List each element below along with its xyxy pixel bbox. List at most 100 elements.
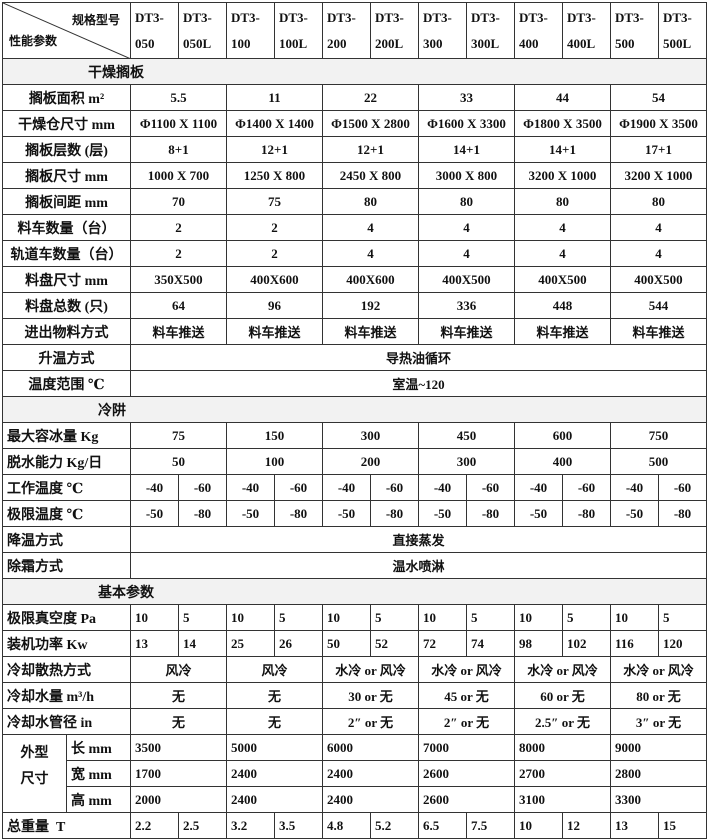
model-header-cell: DT3- 100L	[274, 2, 323, 59]
value-cell: 3100	[514, 786, 611, 813]
value-cell: 300	[322, 422, 419, 449]
model-code: 100L	[279, 35, 308, 51]
value-cell: 350X500	[130, 266, 227, 293]
model-code: 300L	[471, 35, 500, 51]
row-label: 料盘尺寸 mm	[2, 266, 131, 293]
table-row: 搁板尺寸 mm 1000 X 700 1250 X 800 2450 X 800 300…	[2, 162, 707, 189]
value-cell: Φ1400 X 1400	[226, 110, 323, 137]
section-title: 冷阱	[2, 396, 707, 423]
value-cell: -40	[610, 474, 659, 501]
value-cell: 70	[130, 188, 227, 215]
row-label: 轨道车数量（台）	[2, 240, 131, 267]
model-prefix: DT3-	[231, 9, 260, 25]
value-cell: 5	[658, 604, 707, 631]
value-cell: 3200 X 1000	[610, 162, 707, 189]
model-code: 500L	[663, 35, 692, 51]
value-cell: 150	[226, 422, 323, 449]
table-row: 料盘尺寸 mm 350X500 400X600 400X600 400X500 400X5…	[2, 266, 707, 293]
model-header-cell: DT3- 400L	[562, 2, 611, 59]
value-cell: 料车推送	[514, 318, 611, 345]
model-code: 400L	[567, 35, 596, 51]
value-cell: Φ1500 X 2800	[322, 110, 419, 137]
value-cell: 3300	[610, 786, 707, 813]
model-prefix: DT3-	[663, 9, 692, 25]
value-cell: -40	[322, 474, 371, 501]
table-row: 料车数量（台） 2 2 4 4 4 4	[2, 214, 707, 241]
table-row: 温度范围 ℃ 室温~120	[2, 370, 707, 397]
value-cell: 4	[322, 214, 419, 241]
value-cell: 3000 X 800	[418, 162, 515, 189]
value-cell: 2400	[226, 786, 323, 813]
row-label: 装机功率 Kw	[2, 630, 131, 657]
value-cell: 102	[562, 630, 611, 657]
value-cell: -60	[274, 474, 323, 501]
value-cell: 风冷	[226, 656, 323, 683]
value-cell: 1000 X 700	[130, 162, 227, 189]
value-cell: 2	[130, 214, 227, 241]
table-row: 升温方式 导热油循环	[2, 344, 707, 371]
value-cell: 600	[514, 422, 611, 449]
dimension-row: 宽 mm 1700 2400 2400 2600 2700 2800	[3, 760, 707, 787]
value-cell: 44	[514, 84, 611, 111]
model-prefix: DT3-	[135, 9, 164, 25]
corner-bottom-label: 性能参数	[9, 34, 58, 48]
row-label: 升温方式	[2, 344, 131, 371]
value-cell: 直接蒸发	[130, 526, 707, 553]
value-cell: 80	[514, 188, 611, 215]
value-cell: 15	[658, 812, 707, 839]
row-label: 除霜方式	[2, 552, 131, 579]
value-cell: Φ1100 X 1100	[130, 110, 227, 137]
value-cell: 4	[418, 214, 515, 241]
value-cell: 10	[130, 604, 179, 631]
value-cell: 400X600	[226, 266, 323, 293]
row-label: 搁板层数 (层)	[2, 136, 131, 163]
value-cell: 5	[562, 604, 611, 631]
value-cell: 10	[514, 812, 563, 839]
value-cell: 192	[322, 292, 419, 319]
value-cell: 10	[514, 604, 563, 631]
value-cell: 22	[322, 84, 419, 111]
value-cell: 水冷 or 风冷	[514, 656, 611, 683]
value-cell: 25	[226, 630, 275, 657]
value-cell: 4	[514, 240, 611, 267]
value-cell: 116	[610, 630, 659, 657]
value-cell: 2400	[226, 760, 323, 787]
value-cell: 导热油循环	[130, 344, 707, 371]
value-cell: 2400	[322, 786, 419, 813]
value-cell: 400	[514, 448, 611, 475]
value-cell: 100	[226, 448, 323, 475]
value-cell: 8+1	[130, 136, 227, 163]
model-header-cell: DT3- 050L	[178, 2, 227, 59]
value-cell: 3.2	[226, 812, 275, 839]
row-label: 脱水能力 Kg/日	[2, 448, 131, 475]
table-row: 脱水能力 Kg/日 50 100 200 300 400 500	[2, 448, 707, 475]
value-cell: 1700	[130, 760, 227, 787]
value-cell: 1250 X 800	[226, 162, 323, 189]
row-label: 高 mm	[66, 786, 131, 813]
value-cell: -80	[370, 500, 419, 527]
value-cell: 7000	[418, 734, 515, 761]
dimension-group-text: 尺寸	[20, 772, 49, 787]
value-cell: Φ1900 X 3500	[610, 110, 707, 137]
table-row: 搁板面积 m² 5.5 11 22 33 44 54	[2, 84, 707, 111]
value-cell: 9000	[610, 734, 707, 761]
model-header-cell: DT3- 400	[514, 2, 563, 59]
value-cell: 400X600	[322, 266, 419, 293]
value-cell: 料车推送	[418, 318, 515, 345]
model-prefix: DT3-	[471, 9, 500, 25]
value-cell: 17+1	[610, 136, 707, 163]
value-cell: 5	[274, 604, 323, 631]
row-label: 搁板间距 mm	[2, 188, 131, 215]
value-cell: -60	[178, 474, 227, 501]
model-prefix: DT3-	[615, 9, 644, 25]
value-cell: 2450 X 800	[322, 162, 419, 189]
table-row: 冷却水量 m³/h 无无 30 or 无 45 or 无 60 or 无 80 or 无	[2, 682, 707, 709]
value-cell: 2	[226, 214, 323, 241]
value-cell: 45 or 无	[418, 682, 515, 709]
table-row: 工作温度 ℃ -40 -60 -40 -60 -40 -60 -40 -60 -40 -60 -40-…	[2, 474, 707, 501]
value-cell: 750	[610, 422, 707, 449]
corner-top-label: 规格型号	[71, 13, 120, 27]
value-cell: 室温~120	[130, 370, 707, 397]
value-cell: 料车推送	[610, 318, 707, 345]
